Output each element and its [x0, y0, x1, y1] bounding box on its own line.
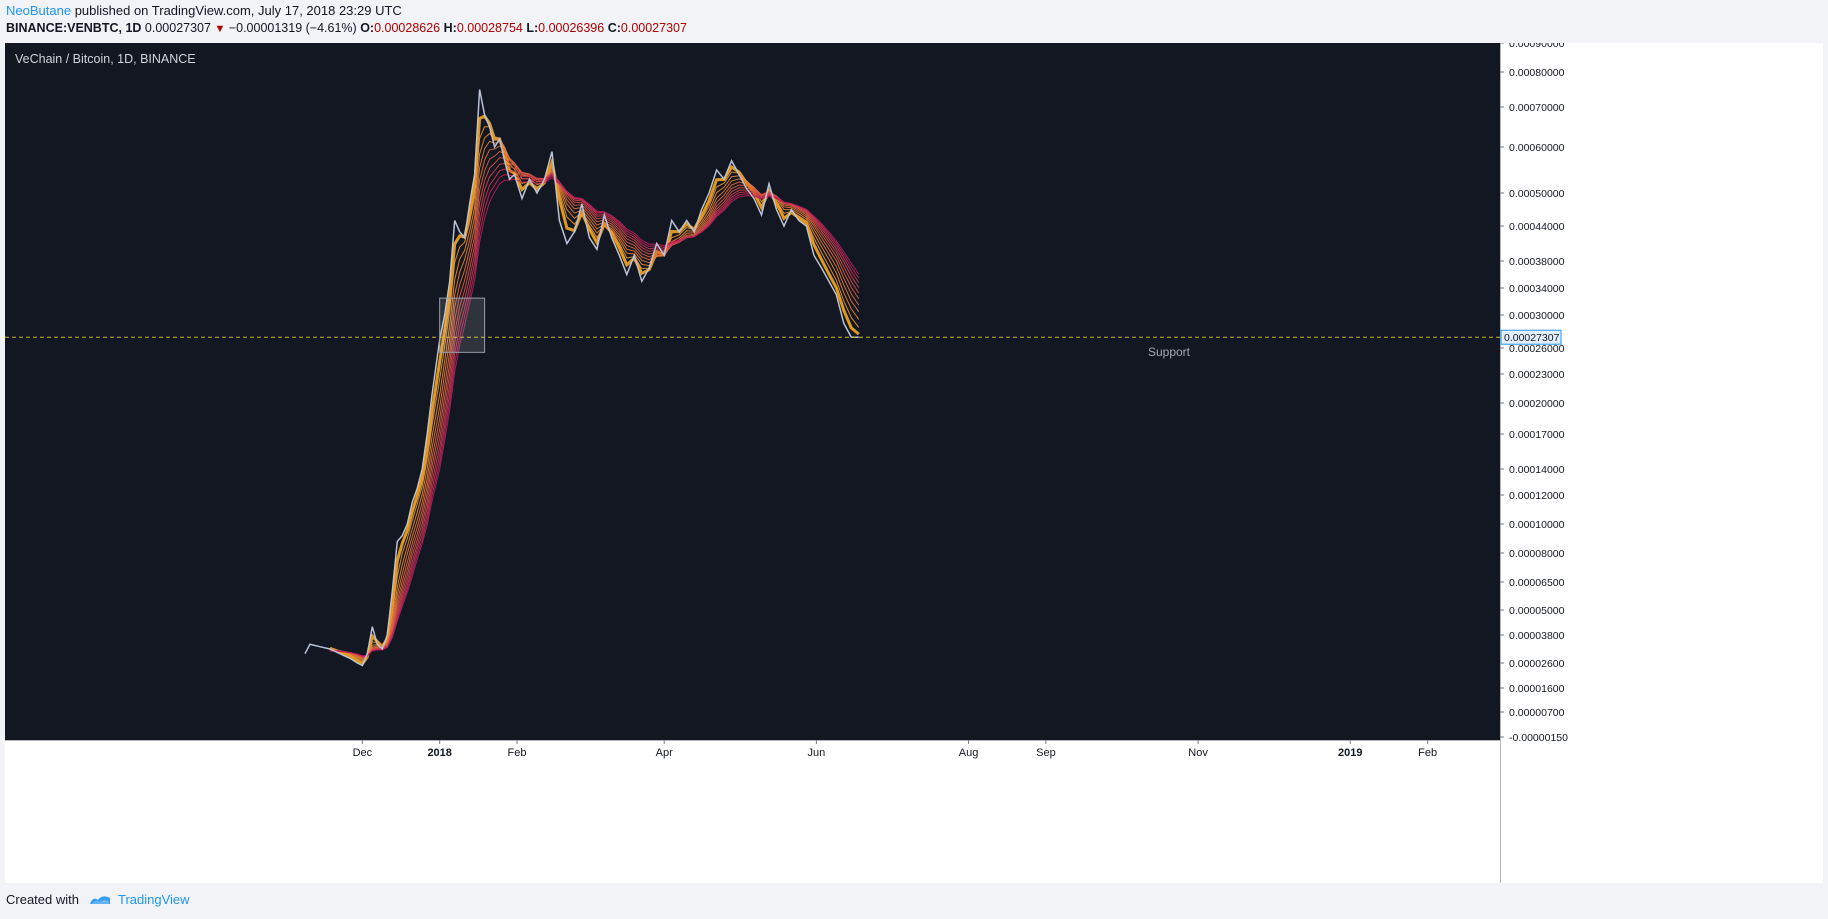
- chart-title: VeChain / Bitcoin, 1D, BINANCE: [15, 52, 196, 66]
- close-value: 0.00027307: [620, 21, 687, 35]
- y-tick-label: 0.00080000: [1509, 67, 1565, 79]
- y-tick-label: 0.00060000: [1509, 142, 1565, 154]
- y-tick-label: 0.00090000: [1509, 43, 1565, 50]
- price-change: −0.00001319 (−4.61%): [228, 21, 357, 35]
- publish-info: NeoButane published on TradingView.com, …: [6, 3, 402, 18]
- x-tick-label: 2018: [427, 747, 451, 759]
- price-line[interactable]: [304, 89, 859, 667]
- tradingview-logo-icon[interactable]: [89, 892, 111, 909]
- x-tick-label: Feb: [508, 747, 527, 759]
- x-tick-label: 2019: [1338, 747, 1362, 759]
- footer: Created with TradingView: [6, 892, 190, 909]
- x-tick-label: Feb: [1418, 747, 1437, 759]
- y-tick-label: 0.00010000: [1509, 519, 1565, 531]
- x-tick-label: Aug: [959, 747, 979, 759]
- y-tick-label: 0.00038000: [1509, 256, 1565, 268]
- y-tick-label: 0.00017000: [1509, 429, 1565, 441]
- author-link[interactable]: NeoButane: [6, 3, 72, 18]
- high-value: 0.00028754: [456, 21, 523, 35]
- x-tick-label: Nov: [1188, 747, 1208, 759]
- y-axis-panel[interactable]: [1500, 43, 1823, 883]
- y-tick-label: 0.00001600: [1509, 683, 1565, 695]
- high-label: H:: [443, 21, 457, 35]
- x-tick-label: Apr: [656, 747, 673, 759]
- y-tick-label: 0.00044000: [1509, 221, 1565, 233]
- down-arrow-icon: ▼: [214, 23, 226, 35]
- ema-line: [329, 114, 860, 666]
- open-label: O:: [360, 21, 375, 35]
- tradingview-link[interactable]: TradingView: [118, 892, 190, 907]
- plot-area[interactable]: [5, 43, 1500, 740]
- symbol-label: BINANCE:VENBTC, 1D: [6, 21, 142, 35]
- y-tick-label: -0.00000150: [1509, 732, 1568, 744]
- y-tick-label: 0.00050000: [1509, 188, 1565, 200]
- current-price-tag: [1500, 329, 1562, 345]
- y-tick-label: 0.00000700: [1509, 707, 1565, 719]
- y-tick-label: 0.00034000: [1509, 283, 1565, 295]
- y-tick-label: 0.00023000: [1509, 369, 1565, 381]
- x-tick-label: Sep: [1036, 747, 1056, 759]
- y-tick-label: 0.00030000: [1509, 310, 1565, 322]
- y-tick-label: 0.00005000: [1509, 605, 1565, 617]
- low-label: L:: [526, 21, 539, 35]
- last-price: 0.00027307: [144, 21, 211, 35]
- open-value: 0.00028626: [374, 21, 441, 35]
- ema-line: [329, 174, 860, 657]
- x-tick-label: Jun: [808, 747, 826, 759]
- price-chart[interactable]: 0.00090000 0.00080000 0.00070000 0.00060000…: [5, 43, 1823, 883]
- chart-panel[interactable]: 0.00090000 0.00080000 0.00070000 0.00060000…: [5, 43, 1823, 883]
- y-tick-label: 0.00003800: [1509, 630, 1565, 642]
- created-with-label: Created with: [6, 892, 79, 907]
- y-tick-label: 0.00026000: [1509, 343, 1565, 355]
- symbol-info: BINANCE:VENBTC, 1D 0.00027307 ▼ −0.00001…: [6, 21, 687, 35]
- y-tick-label: 0.00012000: [1509, 490, 1565, 502]
- ema-ribbon: [329, 114, 860, 666]
- y-tick-label: 0.00014000: [1509, 464, 1565, 476]
- published-text: published on TradingView.com, July 17, 2…: [74, 3, 402, 18]
- y-tick-label: 0.00006500: [1509, 577, 1565, 589]
- y-tick-label: 0.00008000: [1509, 548, 1565, 560]
- low-value: 0.00026396: [538, 21, 605, 35]
- ema-line: [329, 177, 860, 657]
- highlight-box[interactable]: [439, 297, 486, 353]
- y-tick-label: 0.00002600: [1509, 658, 1565, 670]
- x-axis-panel[interactable]: [5, 740, 1500, 883]
- close-label: C:: [607, 21, 621, 35]
- current-price-label: 0.00027307: [1504, 332, 1560, 344]
- y-tick-label: 0.00020000: [1509, 398, 1565, 410]
- support-annotation[interactable]: Support: [1148, 345, 1191, 359]
- y-tick-label: 0.00070000: [1509, 102, 1565, 114]
- x-tick-label: Dec: [353, 747, 373, 759]
